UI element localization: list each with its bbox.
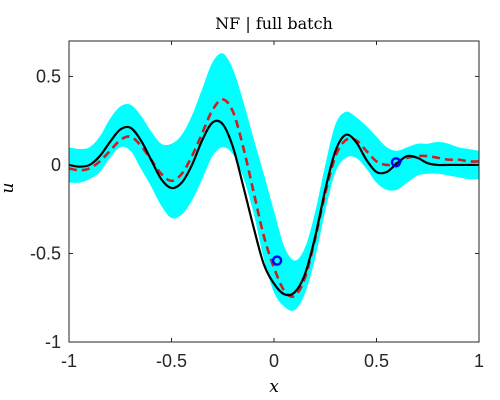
y-ticks: -1 -0.5 0 0.5 [30, 66, 479, 352]
plot-area [68, 53, 480, 311]
y-tick-label: 0 [51, 155, 61, 175]
observation-marker-1 [271, 255, 283, 266]
x-tick-label: -1 [61, 351, 77, 371]
y-tick-label: -1 [45, 332, 61, 352]
mean-solid-line [68, 119, 479, 297]
y-tick-label: -0.5 [30, 243, 61, 263]
y-axis-label: u [0, 183, 18, 194]
x-tick-label: 1 [474, 351, 484, 371]
x-tick-label: 0 [269, 351, 279, 371]
x-tick-label: 0.5 [364, 351, 389, 371]
x-ticks: -1 -0.5 0 0.5 1 [61, 41, 484, 371]
x-tick-label: -0.5 [156, 351, 187, 371]
observation-markers [271, 157, 402, 266]
reference-dashed-line [68, 98, 480, 298]
x-axis-label: x [269, 377, 279, 397]
observation-marker-2 [390, 157, 402, 168]
chart-title: NF | full batch [215, 14, 333, 33]
y-tick-label: 0.5 [36, 66, 61, 86]
